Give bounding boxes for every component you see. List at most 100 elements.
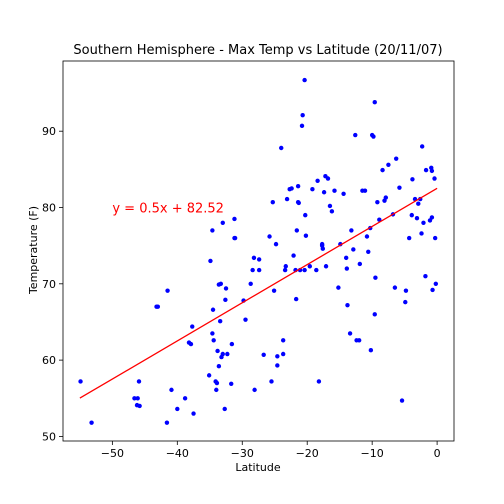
data-point <box>323 264 329 269</box>
data-point <box>294 228 300 233</box>
data-point <box>386 162 391 167</box>
y-axis-label: Temperature (F) <box>27 206 40 295</box>
x-axis-ticks: −50 −40 −30 −20 −10 0 <box>101 441 441 460</box>
x-axis-label: Latitude <box>235 461 281 474</box>
data-point <box>291 253 296 258</box>
data-point <box>303 212 308 218</box>
data-point <box>175 406 180 412</box>
data-point <box>368 347 374 353</box>
data-point <box>314 267 319 273</box>
data-point <box>216 364 222 369</box>
data-point <box>191 411 196 416</box>
data-point <box>248 281 253 287</box>
y-tick-label: 80 <box>42 202 56 215</box>
data-point <box>211 338 216 343</box>
data-point <box>214 380 220 386</box>
data-point <box>256 257 262 262</box>
data-point <box>393 156 399 161</box>
data-point <box>164 420 170 425</box>
data-point <box>267 234 272 239</box>
data-point <box>78 379 83 384</box>
data-point <box>409 212 414 218</box>
data-point <box>397 185 402 190</box>
data-point <box>261 352 266 357</box>
data-point <box>414 215 420 221</box>
data-point <box>190 324 195 329</box>
x-tick-label: −30 <box>231 447 254 460</box>
data-point <box>392 285 398 290</box>
y-tick-label: 60 <box>42 354 56 367</box>
data-point <box>310 186 315 192</box>
data-point <box>366 249 371 254</box>
data-point <box>280 351 286 357</box>
data-point <box>345 302 350 308</box>
x-tick-label: −50 <box>101 447 124 460</box>
data-point <box>135 396 140 401</box>
data-point <box>299 123 305 129</box>
data-point <box>182 396 188 401</box>
data-point <box>252 387 257 393</box>
data-point <box>399 398 405 403</box>
data-point <box>430 287 435 293</box>
data-point <box>165 288 170 293</box>
data-point <box>251 255 257 261</box>
data-point <box>273 241 279 247</box>
data-point <box>280 338 286 343</box>
data-points <box>78 77 439 425</box>
data-point <box>295 183 301 189</box>
data-point <box>232 235 238 241</box>
data-point <box>232 216 237 222</box>
data-point <box>210 228 215 233</box>
data-point <box>421 220 426 225</box>
data-point <box>336 285 341 290</box>
data-point <box>215 348 220 354</box>
data-point <box>169 387 174 393</box>
data-point <box>329 209 335 214</box>
data-point <box>296 200 301 206</box>
data-point <box>284 196 290 202</box>
data-point <box>229 381 234 386</box>
data-point <box>419 144 425 149</box>
data-point <box>423 273 428 279</box>
data-point <box>362 188 368 193</box>
regression-line <box>79 187 438 399</box>
data-point <box>218 281 224 287</box>
data-point <box>353 132 358 138</box>
data-point <box>372 100 377 105</box>
data-point <box>208 258 213 264</box>
data-point <box>432 176 437 181</box>
data-point <box>137 403 142 409</box>
data-point <box>223 286 229 291</box>
data-point <box>357 261 363 267</box>
y-tick-label: 50 <box>42 430 56 443</box>
data-point <box>302 77 307 83</box>
plot-area <box>62 60 455 442</box>
data-point <box>136 379 142 384</box>
data-point <box>375 199 380 205</box>
data-point <box>210 307 216 312</box>
data-point <box>321 190 327 195</box>
x-tick-label: −20 <box>296 447 319 460</box>
data-point <box>341 191 346 196</box>
data-point <box>416 201 421 206</box>
data-point <box>132 396 137 401</box>
data-point <box>371 134 376 139</box>
data-point <box>356 338 362 343</box>
data-point <box>344 266 350 271</box>
data-point <box>433 281 439 287</box>
data-point <box>289 186 294 191</box>
data-point <box>300 112 305 118</box>
data-point <box>271 288 277 293</box>
data-point <box>316 379 322 384</box>
data-point <box>383 195 389 200</box>
data-point <box>349 228 354 233</box>
data-point <box>403 288 409 293</box>
data-point <box>270 199 275 205</box>
data-point <box>403 299 408 305</box>
data-point <box>377 217 382 222</box>
data-point <box>217 319 223 324</box>
data-point <box>419 231 424 236</box>
data-point <box>275 363 280 368</box>
data-point <box>275 354 280 359</box>
